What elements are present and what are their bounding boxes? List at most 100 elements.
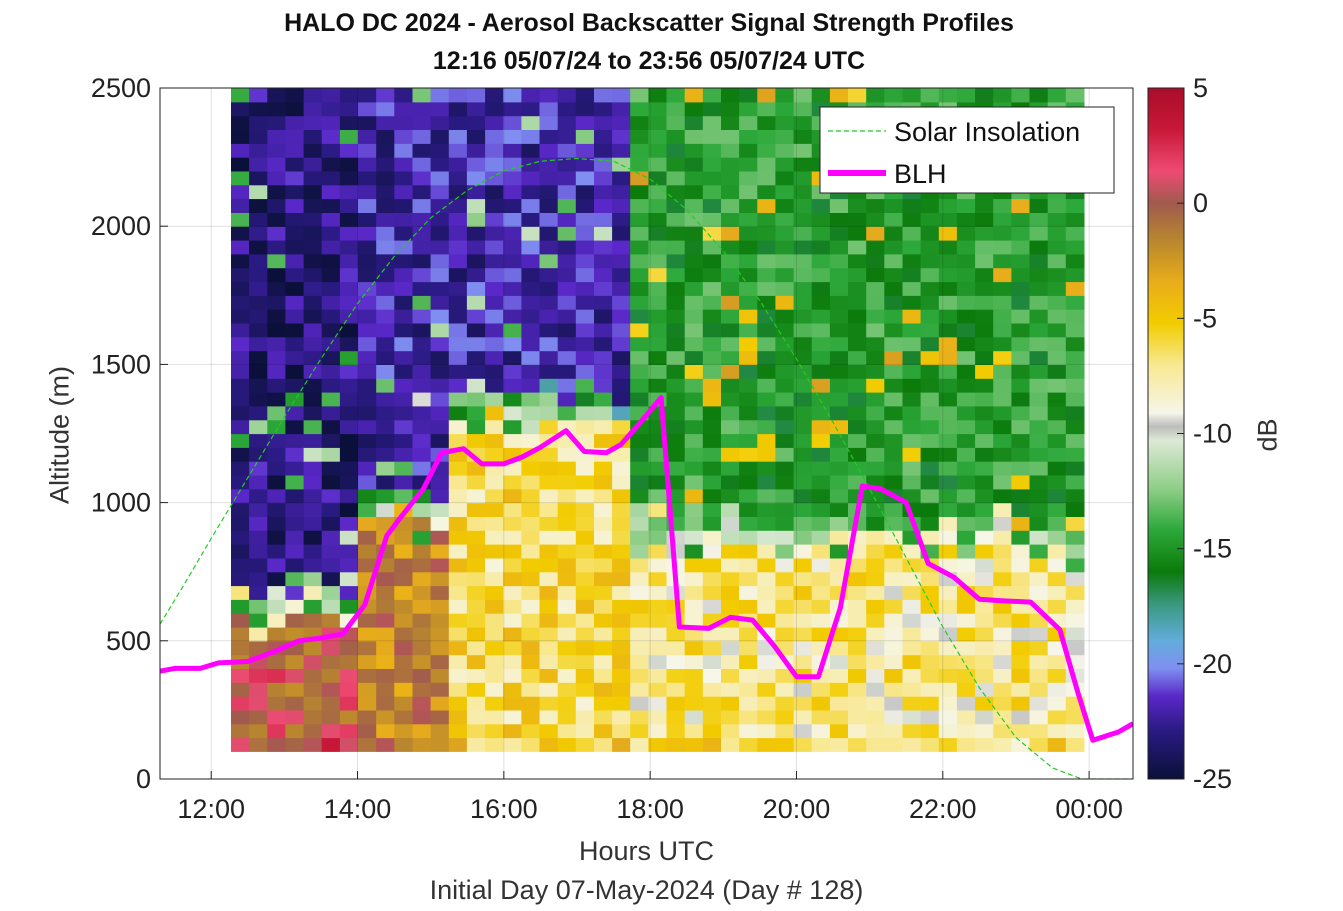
heatmap-cell xyxy=(612,557,631,573)
heatmap-cell xyxy=(448,544,468,559)
heatmap-cell xyxy=(249,461,268,476)
heatmap-cell xyxy=(721,198,740,213)
heatmap-cell xyxy=(938,322,958,338)
heatmap-cell xyxy=(866,585,885,600)
heatmap-cell xyxy=(866,392,885,407)
colorbar-tick-label: 5 xyxy=(1193,73,1208,103)
heatmap-cell xyxy=(448,336,468,352)
heatmap-cell xyxy=(485,281,504,296)
heatmap-cell xyxy=(358,502,377,517)
heatmap-cell xyxy=(702,115,722,130)
heatmap-cell xyxy=(358,253,377,269)
heatmap-cell xyxy=(285,240,305,255)
heatmap-cell xyxy=(975,309,994,324)
heatmap-cell xyxy=(848,295,867,310)
heatmap-cell xyxy=(993,530,1012,545)
heatmap-cell xyxy=(721,309,740,324)
heatmap-cell xyxy=(466,488,486,504)
heatmap-cell xyxy=(702,447,722,462)
heatmap-cell xyxy=(231,571,250,587)
heatmap-cell xyxy=(394,654,413,669)
heatmap-cell xyxy=(466,295,486,310)
heatmap-cell xyxy=(412,571,432,587)
heatmap-cell xyxy=(956,281,976,296)
heatmap-cell xyxy=(920,709,940,725)
heatmap-cell xyxy=(829,419,849,435)
heatmap-cell xyxy=(666,668,686,683)
heatmap-cell xyxy=(575,585,595,600)
heatmap-cell xyxy=(1029,392,1049,407)
heatmap-cell xyxy=(412,613,432,628)
heatmap-cell xyxy=(975,516,994,531)
heatmap-cell xyxy=(702,557,722,573)
heatmap-cell xyxy=(920,502,940,517)
heatmap-cell xyxy=(648,447,668,462)
heatmap-cell xyxy=(793,378,813,393)
heatmap-cell xyxy=(249,640,268,656)
heatmap-cell xyxy=(666,336,686,352)
heatmap-cell xyxy=(557,350,577,365)
heatmap-cell xyxy=(612,198,631,213)
heatmap-cell xyxy=(884,723,903,739)
heatmap-cell xyxy=(539,571,559,587)
heatmap-cell xyxy=(1065,309,1085,324)
heatmap-cell xyxy=(1011,723,1031,739)
heatmap-cell xyxy=(721,627,740,642)
heatmap-cell xyxy=(1029,668,1049,683)
heatmap-cell xyxy=(594,654,613,669)
heatmap-cell xyxy=(739,88,758,103)
heatmap-cell xyxy=(684,516,704,531)
heatmap-cell xyxy=(648,682,668,697)
heatmap-cell xyxy=(249,240,268,255)
heatmap-cell xyxy=(866,682,885,697)
heatmap-cell xyxy=(1011,475,1031,490)
heatmap-cell xyxy=(466,309,486,324)
heatmap-cell xyxy=(975,364,994,379)
heatmap-cell xyxy=(793,502,813,517)
heatmap-cell xyxy=(521,309,541,324)
heatmap-cell xyxy=(721,433,740,448)
heatmap-cell xyxy=(1065,475,1085,490)
heatmap-cell xyxy=(485,253,504,269)
heatmap-cell xyxy=(902,419,922,435)
heatmap-cell xyxy=(575,488,595,504)
heatmap-cell xyxy=(993,475,1012,490)
heatmap-cell xyxy=(993,253,1012,269)
heatmap-cell xyxy=(466,640,486,656)
heatmap-cell xyxy=(394,392,413,407)
heatmap-cell xyxy=(575,157,595,172)
heatmap-cell xyxy=(557,322,577,338)
heatmap-cell xyxy=(757,295,776,310)
heatmap-cell xyxy=(739,571,758,587)
heatmap-cell xyxy=(575,709,595,725)
heatmap-cell xyxy=(466,599,486,614)
heatmap-cell xyxy=(1029,475,1049,490)
heatmap-cell xyxy=(321,709,341,725)
heatmap-cell xyxy=(321,378,341,393)
heatmap-cell xyxy=(485,405,504,421)
heatmap-cell xyxy=(394,461,413,476)
heatmap-cell xyxy=(938,544,958,559)
heatmap-cell xyxy=(793,737,813,752)
heatmap-cell xyxy=(503,696,522,711)
heatmap-cell xyxy=(412,309,432,324)
heatmap-cell xyxy=(321,392,341,407)
heatmap-cell xyxy=(1011,322,1031,338)
heatmap-cell xyxy=(956,447,976,462)
heatmap-cell xyxy=(358,654,377,669)
heatmap-cell xyxy=(376,488,395,504)
heatmap-cell xyxy=(594,267,613,283)
heatmap-cell xyxy=(1029,336,1049,352)
x-tick-label: 14:00 xyxy=(324,794,392,824)
heatmap-cell xyxy=(938,516,958,531)
heatmap-cell xyxy=(884,640,903,656)
heatmap-cell xyxy=(448,530,468,545)
heatmap-cell xyxy=(412,378,432,393)
heatmap-cell xyxy=(956,502,976,517)
heatmap-cell xyxy=(1047,516,1067,531)
heatmap-cell xyxy=(303,447,323,462)
heatmap-cell xyxy=(956,88,976,103)
heatmap-cell xyxy=(757,723,776,739)
heatmap-cell xyxy=(339,253,359,269)
